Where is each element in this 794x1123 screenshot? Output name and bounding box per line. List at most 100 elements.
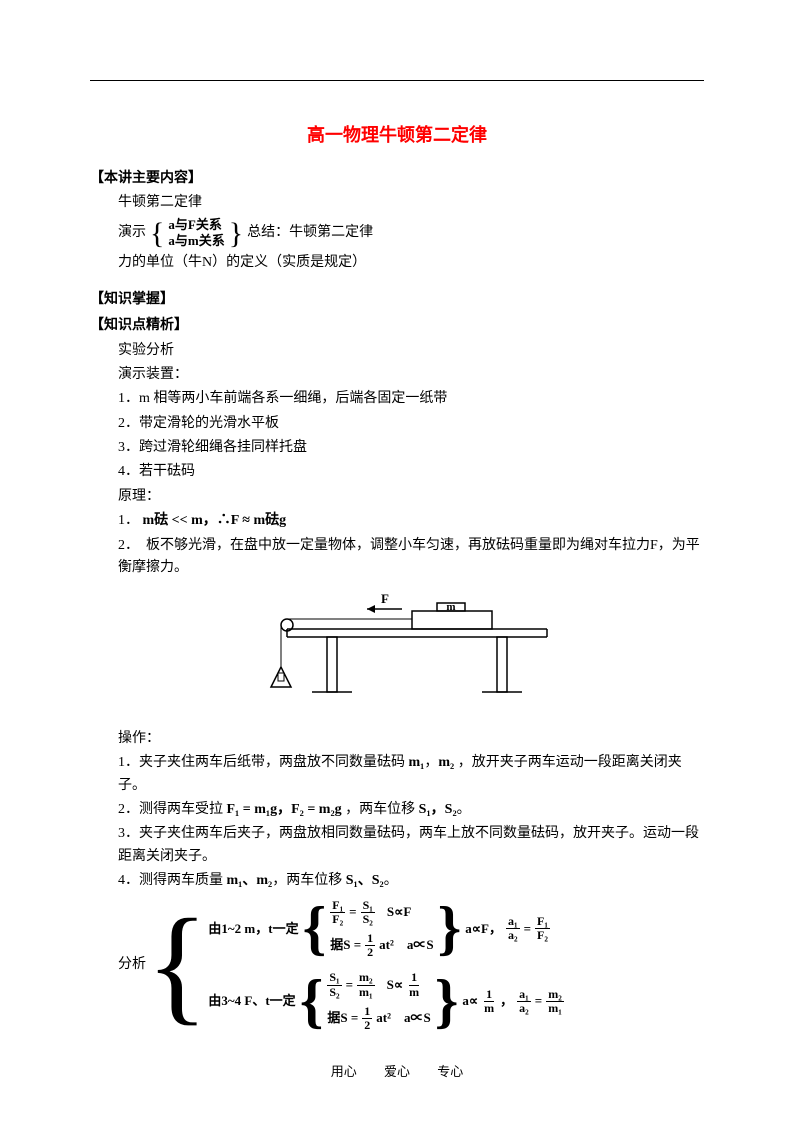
text: 。: [384, 873, 398, 888]
demo-formula: 演示 { a与F关系 a与m关系 } 总结：牛顿第二定律: [90, 217, 704, 251]
fraction: m₂m₁: [357, 971, 375, 998]
num: a₁: [517, 988, 531, 1002]
eq: =: [346, 975, 353, 996]
num: F₁: [330, 899, 345, 913]
inner-row: S₁S₂ = m₂m₁ S∝ 1m: [327, 971, 430, 998]
var: S₁，S₂: [419, 802, 457, 817]
content-line: 牛顿第二定律: [90, 192, 704, 214]
den: S₂: [327, 986, 341, 999]
den: a₂: [506, 929, 520, 942]
text: at² a∝S: [379, 935, 433, 956]
brace-left: {: [150, 220, 164, 247]
fraction: 1m: [407, 971, 421, 998]
num: m₂: [546, 988, 564, 1002]
section-header-main-content: 【本讲主要内容】: [90, 168, 704, 190]
diagram-svg: m F: [237, 589, 557, 709]
fraction: F₁F₂: [535, 915, 550, 942]
num: m₂: [357, 971, 375, 985]
analysis-row-1: 由1~2 m，t一定 { F₁F₂ = S₁S₂ S∝F 据S = 12 at²…: [208, 899, 563, 960]
analysis-row-2: 由3~4 F、t一定 { S₁S₂ = m₂m₁ S∝ 1m 据S = 12 a…: [208, 971, 563, 1032]
section-header-knowledge: 【知识掌握】: [90, 289, 704, 311]
section-header-points: 【知识点精析】: [90, 315, 704, 337]
num: S₁: [327, 971, 341, 985]
num: 1: [484, 988, 494, 1002]
result: a∝: [462, 991, 478, 1012]
operation-step: 3．夹子夹住两车后夹子，两盘放相同数量砝码，两车上放不同数量砝码，放开夹子。运动…: [90, 823, 704, 868]
den: m: [407, 986, 421, 999]
brace-right: }: [229, 220, 243, 247]
var: F₁ = m₁g，F₂ = m₂g: [227, 802, 342, 817]
mid-brace: }: [438, 906, 462, 951]
text: ，两车位移: [342, 802, 419, 817]
brace-content: a与F关系 a与m关系: [168, 217, 224, 251]
text: ，: [424, 755, 438, 770]
den: m₁: [357, 986, 375, 999]
experiment-label: 实验分析: [90, 340, 704, 362]
fraction: S₁S₂: [361, 899, 375, 926]
text: 2．测得两车受拉: [118, 802, 227, 817]
den: m: [482, 1002, 496, 1015]
footer-text: 用心: [331, 1064, 357, 1079]
device-item: 2．带定滑轮的光滑水平板: [90, 413, 704, 435]
demo-suffix: 总结：牛顿第二定律: [247, 222, 373, 244]
operation-step: 1．夹子夹住两车后纸带，两盘放不同数量砝码 m₁，m₂ ，放开夹子两车运动一段距…: [90, 752, 704, 797]
mid-brace: {: [300, 979, 324, 1024]
prop: S∝: [387, 975, 404, 996]
m-label: m: [446, 601, 455, 613]
var: m₁、m₂: [227, 873, 273, 888]
analysis-label: 分析: [118, 954, 146, 976]
principle-label: 原理：: [90, 486, 704, 508]
num: S₁: [361, 899, 375, 913]
text: ，两车位移: [272, 873, 346, 888]
result: a∝F，: [465, 919, 502, 940]
eq: =: [524, 919, 531, 940]
inner-rows: F₁F₂ = S₁S₂ S∝F 据S = 12 at² a∝S: [330, 899, 433, 960]
inner-row: 据S = 12 at² a∝S: [327, 1005, 430, 1032]
top-rule: [90, 80, 704, 81]
text: 据S =: [330, 935, 361, 956]
operation-step: 2．测得两车受拉 F₁ = m₁g，F₂ = m₂g ，两车位移 S₁，S₂。: [90, 799, 704, 821]
principle-1-formula: m砝 << m，∴F ≈ m砝g: [143, 513, 287, 528]
device-item: 3．跨过滑轮细绳各挂同样托盘: [90, 437, 704, 459]
text: 4．测得两车质量: [118, 873, 227, 888]
principle-1: 1． m砝 << m，∴F ≈ m砝g: [90, 510, 704, 532]
row-prefix: 由3~4 F、t一定: [208, 991, 295, 1012]
den: S₂: [361, 913, 375, 926]
operation-step: 4．测得两车质量 m₁、m₂，两车位移 S₁、S₂。: [90, 870, 704, 892]
var: S₁、S₂: [346, 873, 384, 888]
eq: =: [349, 902, 356, 923]
fraction: a₁a₂: [517, 988, 531, 1015]
den: 2: [365, 946, 375, 959]
device-item: 4．若干砝码: [90, 461, 704, 483]
content-line: 力的单位（牛N）的定义（实质是规定）: [90, 252, 704, 274]
device-label: 演示装置：: [90, 364, 704, 386]
inner-rows: S₁S₂ = m₂m₁ S∝ 1m 据S = 12 at² a∝S: [327, 971, 430, 1032]
prop: S∝F: [387, 902, 411, 923]
inner-row: 据S = 12 at² a∝S: [330, 932, 433, 959]
fraction: F₁F₂: [330, 899, 345, 926]
mid-brace: {: [303, 906, 327, 951]
var: m₁: [409, 755, 425, 770]
demo-item-1: a与F关系: [168, 217, 224, 234]
analysis-block: 分析 { 由1~2 m，t一定 { F₁F₂ = S₁S₂ S∝F 据S = 1…: [90, 899, 704, 1033]
num: 1: [362, 1005, 372, 1019]
fraction: a₁a₂: [506, 915, 520, 942]
big-brace: {: [146, 913, 208, 1017]
operation-label: 操作：: [90, 728, 704, 750]
text: at² a∝S: [376, 1008, 430, 1029]
principle-1-prefix: 1．: [118, 513, 139, 528]
text: 据S =: [327, 1008, 358, 1029]
fraction: 12: [365, 932, 375, 959]
num: 1: [409, 971, 419, 985]
footer-text: 专心: [437, 1064, 463, 1079]
den: 2: [362, 1019, 372, 1032]
page-title: 高一物理牛顿第二定律: [90, 121, 704, 150]
text: 1．夹子夹住两车后纸带，两盘放不同数量砝码: [118, 755, 409, 770]
demo-item-2: a与m关系: [168, 233, 224, 250]
demo-prefix: 演示: [118, 222, 146, 244]
document-page: 高一物理牛顿第二定律 【本讲主要内容】 牛顿第二定律 演示 { a与F关系 a与…: [0, 0, 794, 1123]
den: F₂: [535, 929, 550, 942]
den: m₁: [546, 1002, 564, 1015]
device-item: 1．m 相等两小车前端各系一细绳，后端各固定一纸带: [90, 388, 704, 410]
den: a₂: [517, 1002, 531, 1015]
